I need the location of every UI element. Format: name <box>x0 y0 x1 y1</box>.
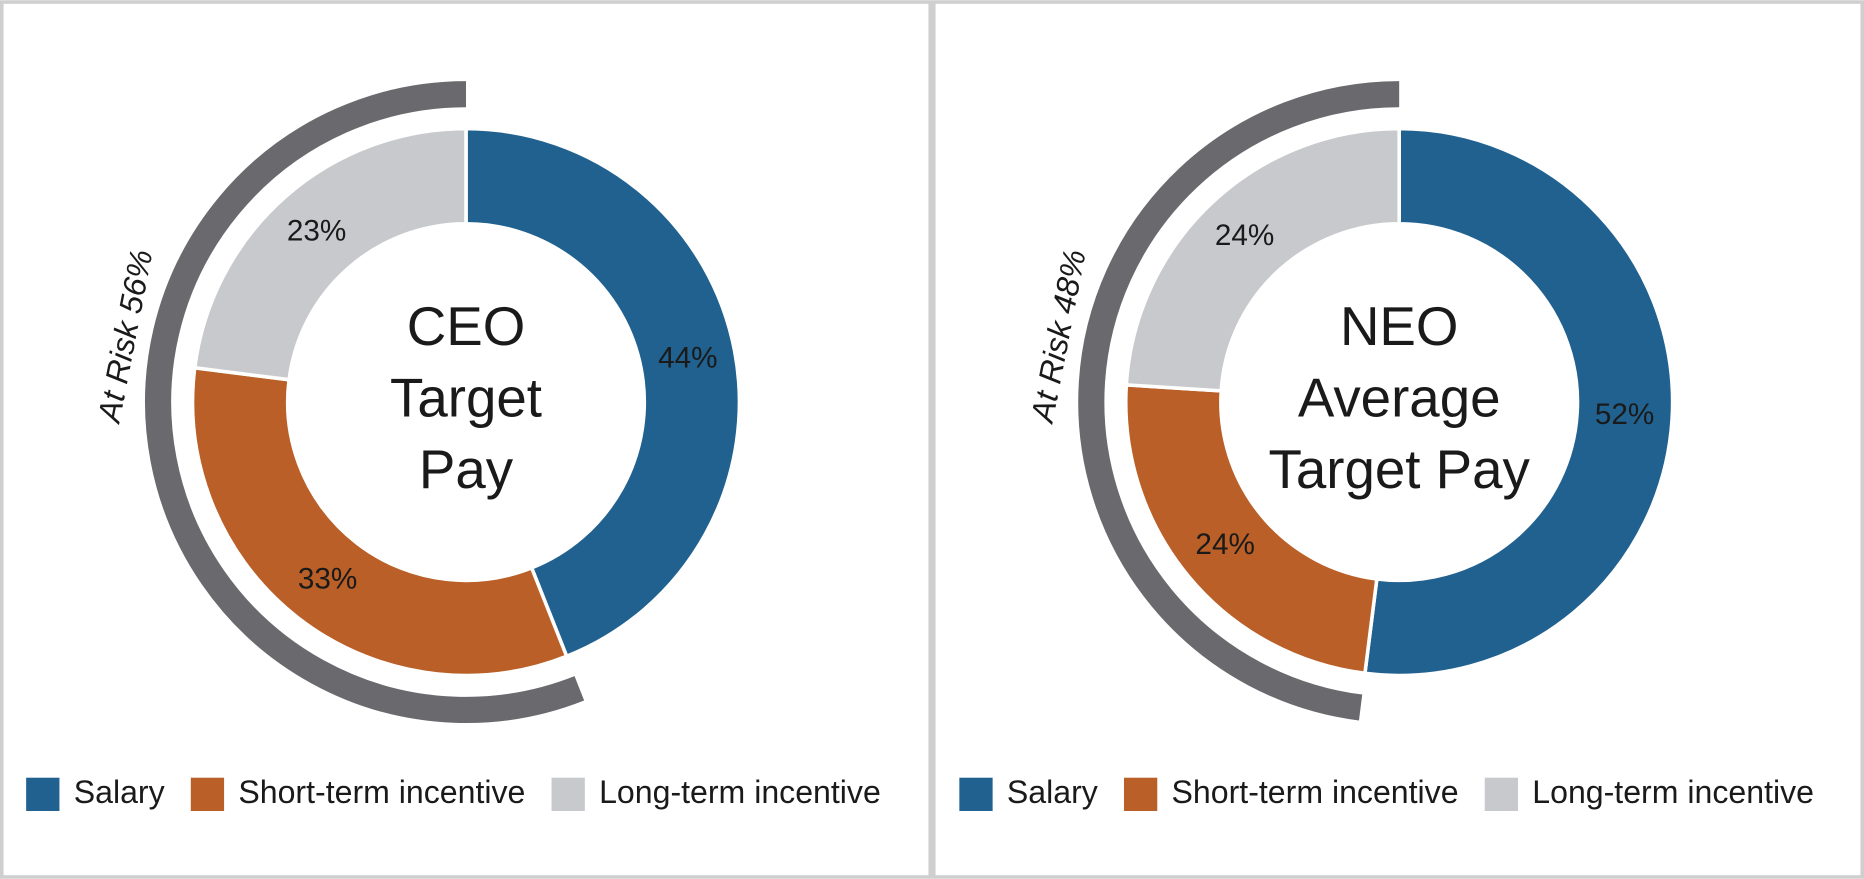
center-title: Target Pay <box>1269 438 1531 500</box>
center-title: Target <box>390 366 542 428</box>
value-label: 44% <box>658 342 717 375</box>
donut-segment <box>1124 382 1379 676</box>
at-risk-arc <box>145 81 585 724</box>
value-label: 23% <box>287 214 346 247</box>
legend-label: Salary <box>74 774 165 810</box>
legend-swatch <box>959 777 993 811</box>
value-label: 33% <box>298 562 357 595</box>
donut-segment <box>464 126 742 659</box>
donut-segment <box>1362 126 1675 678</box>
donut-segment <box>1124 126 1401 393</box>
value-label: 24% <box>1215 219 1274 252</box>
legend-label: Salary <box>1007 774 1098 810</box>
legend-swatch <box>1123 777 1158 811</box>
at-risk-arc <box>1078 81 1400 721</box>
legend-swatch <box>26 777 60 811</box>
legend-label: Short-term incentive <box>1172 774 1459 810</box>
center-title: CEO <box>407 295 525 357</box>
center-title: NEO <box>1340 295 1458 357</box>
value-label: 24% <box>1195 528 1254 561</box>
center-title: Pay <box>419 438 514 500</box>
legend-label: Long-term incentive <box>1532 774 1814 810</box>
legend-label: Long-term incentive <box>599 774 881 810</box>
center-title: Average <box>1298 366 1501 428</box>
donut-segment <box>190 365 569 678</box>
legend-swatch <box>190 777 225 811</box>
donut-segment <box>192 126 468 382</box>
legend-swatch <box>551 777 585 811</box>
legend-swatch <box>1484 777 1519 811</box>
value-label: 52% <box>1595 398 1654 431</box>
legend-label: Short-term incentive <box>238 774 525 810</box>
